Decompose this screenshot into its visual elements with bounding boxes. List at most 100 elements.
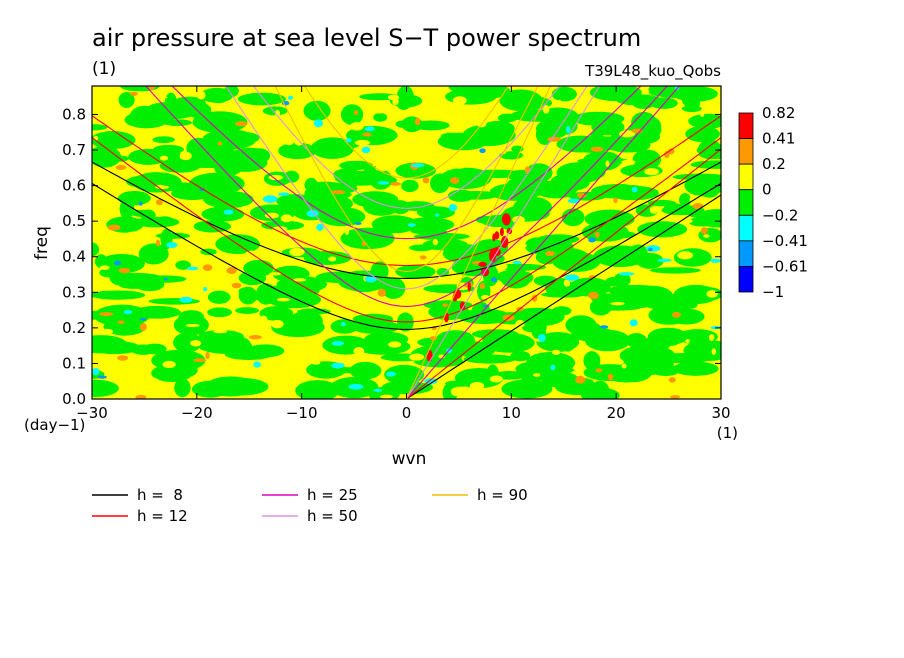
field-patch-yellow <box>452 96 467 105</box>
field-patch-green <box>152 136 175 144</box>
field-patch-green <box>384 364 425 385</box>
legend-label: h = 8 <box>137 486 183 504</box>
field-patch-green <box>473 86 510 97</box>
field-patch-yellow <box>159 155 169 161</box>
field-patch-green <box>688 113 721 129</box>
field-patch-orange <box>135 394 147 399</box>
field-patch-green <box>130 344 156 355</box>
field-patch-green <box>237 92 286 106</box>
field-patch-green <box>688 217 718 227</box>
colorbar-label: 0 <box>762 181 772 199</box>
y-tick-label: 0.1 <box>62 354 86 372</box>
field-patch-green <box>207 290 231 304</box>
field-patch-orange <box>231 282 242 289</box>
field-patch-blue <box>138 201 143 206</box>
y-tick-label: 0.6 <box>62 177 86 195</box>
field-patch-green <box>625 333 647 349</box>
field-patch-blue <box>354 222 362 225</box>
field-patch-orange <box>193 358 207 363</box>
field-patch-green <box>605 276 622 287</box>
field-patch-green <box>138 243 169 265</box>
field-patch-yellow <box>372 106 387 114</box>
field-patch-green <box>672 361 719 376</box>
field-patch-green <box>340 227 395 250</box>
field-patch-green <box>697 339 718 362</box>
field-patch-green <box>92 131 136 150</box>
field-patch-green <box>159 158 201 173</box>
field-patch-yellow <box>469 381 485 390</box>
field-patch-green <box>340 104 364 125</box>
field-patch-yellow <box>689 195 705 205</box>
field-patch-cyan <box>386 371 396 377</box>
field-patch-yellow <box>344 226 350 236</box>
field-patch-green <box>328 381 357 391</box>
field-patch-orange <box>547 136 562 142</box>
y-axis-label: freq <box>32 226 52 260</box>
field-patch-yellow <box>311 361 321 365</box>
field-patch-blue <box>479 148 486 154</box>
field-patch-green <box>373 112 388 122</box>
field-patch-orange <box>669 395 681 399</box>
field-patch-green <box>430 173 450 194</box>
field-patch-yellow <box>605 160 610 168</box>
field-patch-green <box>594 213 607 233</box>
field-patch-cyan <box>435 213 440 217</box>
field-patch-orange <box>148 86 156 90</box>
field-patch-green <box>561 208 585 227</box>
y-tick-label: 0.8 <box>62 105 86 123</box>
field-patch-yellow <box>681 218 693 224</box>
field-patch-orange <box>217 141 223 146</box>
field-patch-green <box>188 175 221 196</box>
field-patch-green <box>395 264 436 279</box>
field-patch-blue <box>97 375 107 379</box>
field-patch-orange <box>668 377 676 383</box>
field-patch-orange <box>576 192 587 198</box>
field-patch-yellow <box>175 209 189 219</box>
field-patch-green <box>207 307 232 318</box>
field-patch-green <box>203 190 254 209</box>
field-patch-yellow <box>185 215 197 220</box>
field-patch-green <box>580 387 620 399</box>
field-patch-red <box>501 213 511 226</box>
field-patch-cyan <box>345 138 352 143</box>
y-tick-label: 0.5 <box>62 212 86 230</box>
field-patch-cyan <box>348 383 364 390</box>
field-patch-orange <box>390 182 401 186</box>
y-tick-label: 0.0 <box>62 390 86 408</box>
field-patch-orange <box>442 303 448 308</box>
field-patch-green <box>132 305 181 319</box>
field-patch-cyan <box>537 333 546 342</box>
field-patch-yellow <box>515 319 525 328</box>
colorbar-swatch <box>738 138 754 165</box>
field-patch-blue <box>599 325 609 329</box>
field-patch-yellow <box>533 373 541 377</box>
x-tick-label: 10 <box>502 404 521 422</box>
field-patch-green <box>118 280 150 289</box>
field-patch-orange <box>362 132 372 137</box>
field-patch-green <box>685 125 720 143</box>
field-patch-yellow <box>489 375 503 383</box>
field-patch-orange <box>107 224 121 231</box>
field-patch-yellow <box>375 165 390 172</box>
field-patch-yellow <box>99 328 114 335</box>
field-patch-blue <box>139 317 147 321</box>
field-patch-yellow <box>708 334 715 341</box>
field-patch-cyan <box>618 272 635 276</box>
field-patch-orange <box>667 148 675 155</box>
field-patch-orange <box>692 203 704 210</box>
field-patch-orange <box>353 110 359 115</box>
field-patch-green <box>127 273 152 281</box>
field-patch-green <box>92 145 121 168</box>
field-patch-yellow <box>621 363 627 369</box>
field-patch-orange <box>545 250 556 257</box>
field-patch-green <box>413 232 470 241</box>
field-patch-yellow <box>621 159 636 165</box>
colorbar: 0.82 0.41 0.2 0 −0.2 −0.41 −0.61 −1 <box>738 104 808 301</box>
field-patch-orange <box>588 275 596 280</box>
field-patch-green <box>192 111 248 133</box>
field-patch-cyan <box>631 186 638 193</box>
field-patch-green <box>586 322 601 331</box>
x-tick-label: 30 <box>711 404 730 422</box>
field-patch-blue <box>114 260 121 266</box>
colorbar-label: 0.41 <box>762 130 795 148</box>
